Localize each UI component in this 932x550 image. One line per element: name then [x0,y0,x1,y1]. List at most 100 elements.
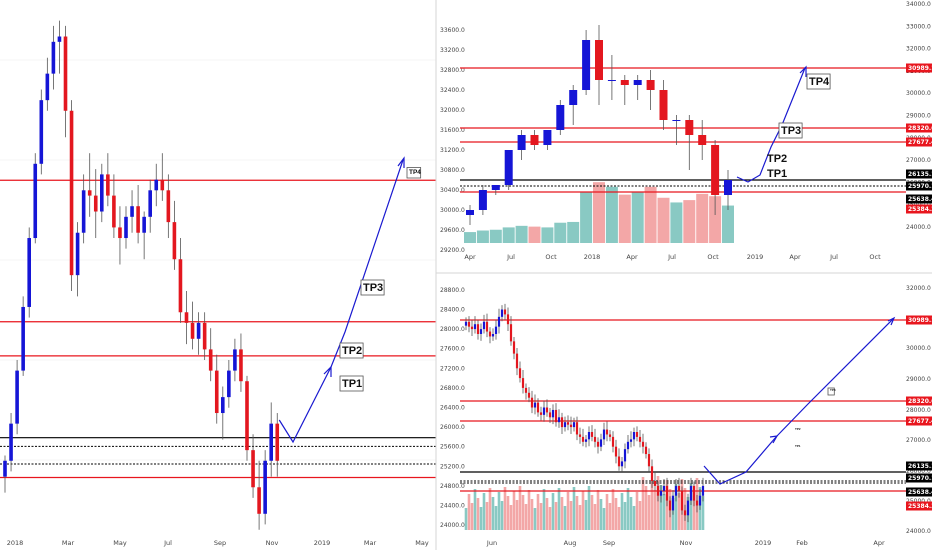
br-left-tick: 24000.0 [440,522,465,529]
bottom-right-chart-panel: 28800.0 28400.0 28000.0 27600.0 27200.0 26800… [437,274,932,550]
left-candle [39,100,44,164]
left-candle [3,460,7,477]
br-right-tick: 24000.0 [906,528,931,535]
tr-candle [646,80,655,90]
br-candle [506,314,510,325]
br-volume-bar [620,493,624,530]
br-candle [644,446,648,455]
br-candle [518,368,522,379]
left-candle [214,370,219,414]
br-candle [695,500,699,506]
br-volume-bar [491,497,495,530]
br-x-tick: Sep [603,539,615,547]
target-box [339,375,364,392]
br-candle [596,441,600,447]
br-volume-bar [527,490,531,530]
br-volume-bar [701,496,705,530]
br-candle [683,510,687,516]
tr-volume-bar [541,227,554,243]
tr-volume-bar [554,222,567,243]
br-x-tick: Feb [796,539,808,547]
left-x-tick: Sep [214,539,226,547]
br-volume-bar [644,486,648,530]
left-candle [51,41,56,74]
br-candle [635,432,639,437]
price-tag [906,194,932,204]
price-tag [906,487,932,497]
price-tag-label: 28320.6 [908,125,932,132]
price-tag [906,315,932,325]
br-candle [485,321,489,332]
target-label: TP1 [342,378,362,390]
br-candle [641,441,645,447]
br-volume-bar [593,504,597,530]
br-candle [524,387,528,393]
target-box [778,122,803,139]
br-candle [650,466,654,481]
tr-candle [607,80,616,81]
tr-candle [711,145,720,195]
br-candle [632,432,636,440]
price-tag-label: 26135.1 [908,463,932,470]
br-candle [698,495,702,506]
br-candle [566,422,570,425]
br-volume-bar [692,492,696,530]
price-tag [906,63,932,73]
left-x-tick: Jul [163,539,172,547]
price-tag-label: 25384.3 [908,503,932,510]
tr-volume-bar [593,182,605,243]
br-volume-bar [581,491,585,530]
br-candle [533,402,537,408]
tr-volume-bar [515,225,528,243]
price-tag-label: 25384.3 [908,206,932,213]
left-candle [33,163,38,239]
br-candle [467,321,471,327]
tr-left-tick: 33200.0 [440,47,465,54]
br-volume-bar [542,489,546,530]
target-label: TP3 [781,125,801,137]
br-candle [482,321,486,330]
br-right-tick: 26000.0 [906,468,931,475]
target-label: TP2 [342,345,362,357]
tr-candle [698,135,707,145]
left-candle [21,306,25,371]
br-candle [587,432,591,440]
br-left-tick: 24800.0 [440,483,465,490]
left-candle [63,36,68,111]
panel-dividers [435,0,932,550]
br-candle [668,500,672,511]
tr-volume-bar [644,186,657,243]
br-volume-bar [650,481,654,530]
br-candle [614,446,618,457]
br-candle [572,422,576,428]
br-candle [590,432,594,437]
target-label: TP2 [767,153,787,165]
tr-candle [478,190,487,210]
br-candle [626,441,630,450]
br-volume-bar [506,496,510,530]
br-candle [503,309,507,315]
br-volume-bar [596,490,600,530]
left-candle [245,381,249,451]
br-volume-bar [560,497,564,530]
br-volume-bar [554,502,558,530]
br-volume-bar [575,496,579,530]
left-candle [106,174,110,196]
br-volume-bar [632,506,636,530]
left-candle [202,322,207,350]
br-volume-bar [470,503,474,530]
br-candle [689,485,693,501]
price-tag-label: 25638.4 [908,196,932,203]
tr-left-tick: 29600.0 [440,227,465,234]
left-chart-panel: 30989.128320.627677.426135.125970.125638… [0,20,473,547]
price-tag-label: 26135.1 [908,171,932,178]
left-candle [196,322,201,339]
tr-right-tick: 29000.0 [906,113,931,120]
br-volume-bar [674,484,678,530]
br-volume-bar [566,492,570,530]
br-volume-bar [617,507,621,530]
tr-volume-bar [709,196,722,243]
br-candle [530,397,534,408]
tr-x-tick: Oct [707,253,719,261]
tr-candle [517,135,526,150]
